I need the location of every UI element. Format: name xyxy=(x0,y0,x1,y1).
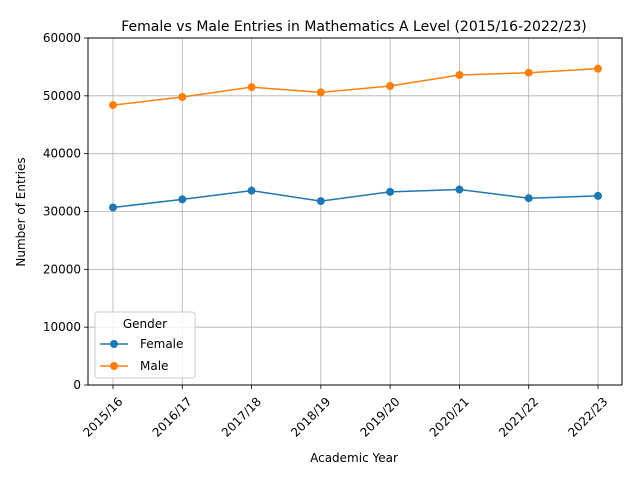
y-tick-label: 30000 xyxy=(43,205,81,219)
data-point-male xyxy=(316,88,325,97)
x-tick-label: 2017/18 xyxy=(219,395,264,440)
legend-marker-female xyxy=(110,340,118,348)
legend-title: Gender xyxy=(123,317,167,331)
data-point-male xyxy=(178,92,187,101)
x-tick-label: 2022/23 xyxy=(565,395,610,440)
data-point-female xyxy=(386,187,395,196)
legend-marker-male xyxy=(110,362,118,370)
y-axis-label: Number of Entries xyxy=(14,157,28,266)
series-line-female xyxy=(112,188,599,209)
data-point-male xyxy=(524,68,533,77)
data-point-male xyxy=(109,101,117,110)
data-point-male xyxy=(386,82,395,91)
y-axis: 0 10000 20000 30000 40000 50000 60000 xyxy=(43,31,88,392)
y-tick-label: 0 xyxy=(73,378,81,392)
x-tick-label: 2021/22 xyxy=(496,395,541,440)
data-point-female xyxy=(594,191,602,200)
data-point-female xyxy=(109,203,117,212)
x-axis: 2015/16 2016/17 2017/18 2018/19 2019/20 2020/… xyxy=(80,385,610,440)
x-tick-label: 2018/19 xyxy=(288,395,333,440)
legend: Gender Female Male xyxy=(94,311,196,379)
y-tick-label: 40000 xyxy=(43,147,81,161)
series-line-male xyxy=(112,67,599,106)
data-point-male xyxy=(594,64,602,73)
data-point-male xyxy=(247,83,256,92)
x-tick-label: 2015/16 xyxy=(80,395,125,440)
series-group xyxy=(109,64,602,212)
y-tick-label: 50000 xyxy=(43,89,81,103)
data-point-female xyxy=(247,186,256,195)
chart-title: Female vs Male Entries in Mathematics A … xyxy=(121,19,587,35)
x-tick-label: 2016/17 xyxy=(150,395,195,440)
legend-label-female: Female xyxy=(140,337,183,351)
data-point-female xyxy=(524,194,533,203)
data-point-female xyxy=(178,195,187,204)
data-point-male xyxy=(455,71,464,80)
y-tick-label: 20000 xyxy=(43,262,81,276)
y-tick-label: 60000 xyxy=(43,31,81,45)
x-tick-label: 2019/20 xyxy=(357,395,402,440)
legend-box xyxy=(94,311,196,379)
legend-label-male: Male xyxy=(140,359,168,373)
x-axis-label: Academic Year xyxy=(310,451,398,465)
y-tick-label: 10000 xyxy=(43,320,81,334)
x-tick-label: 2020/21 xyxy=(427,395,472,440)
data-point-female xyxy=(316,197,325,206)
data-point-female xyxy=(455,185,464,194)
